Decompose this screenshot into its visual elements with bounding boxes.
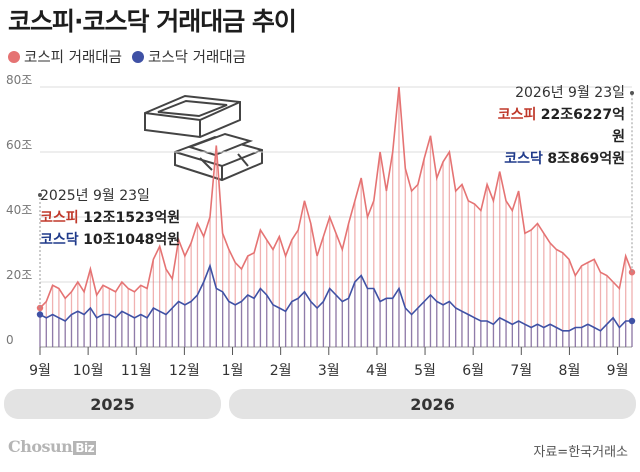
annotation-end-date: 2026년 9월 23일: [515, 85, 625, 101]
annotation-start-date: 2025년 9월 23일: [40, 188, 150, 204]
logo-suffix: Biz: [73, 441, 97, 455]
kosdaq-line: [39, 263, 632, 332]
annotation-end-kosdaq-label: 코스닥: [504, 151, 543, 167]
annotation-end-kospi-value: 22조6227억원: [540, 107, 625, 145]
source-note: 자료=한국거래소: [533, 445, 628, 460]
annotation-start: 2025년 9월 23일 코스피 12조1523억원 코스닥 10조1048억원: [40, 185, 180, 251]
y-tick-label-3: 60조: [6, 138, 32, 152]
legend-dot-kospi: [8, 50, 20, 63]
y-tick-label-2: 40조: [6, 203, 32, 217]
x-tick-label-3: 12월: [169, 363, 200, 379]
x-tick-label-2: 11월: [121, 363, 152, 379]
annotation-start-kosdaq-label: 코스닥: [40, 232, 79, 248]
legend-dot-kosdaq: [132, 50, 144, 63]
x-tick-label-11: 8월: [559, 363, 581, 379]
annotation-start-kospi-label: 코스피: [40, 210, 79, 226]
year-band-2025: 2025: [4, 389, 221, 419]
x-tick-label-12: 9월: [607, 363, 629, 379]
y-tick-label-0: 0: [6, 333, 14, 347]
legend-label-kospi: 코스피 거래대금: [24, 50, 122, 66]
year-band-2026: 2026: [229, 389, 636, 419]
x-tick-label-0: 9월: [29, 363, 51, 379]
legend-item-kosdaq: 코스닥 거래대금: [132, 46, 246, 67]
x-tick-label-7: 4월: [366, 363, 388, 379]
x-axis: 9월 10월 11월 12월 1월 2월 3월 4월 5월 6월 7월 8월 9월: [29, 347, 628, 379]
x-tick-label-5: 2월: [270, 363, 292, 379]
x-tick-label-4: 1월: [222, 363, 244, 379]
x-tick-label-6: 3월: [318, 363, 340, 379]
annotation-start-kospi-value: 12조1523억원: [83, 210, 181, 226]
chart-title: 코스피·코스닥 거래대금 추이: [8, 7, 297, 36]
logo-name: Chosun: [8, 437, 73, 456]
x-tick-label-8: 5월: [414, 363, 436, 379]
stock-building-illustration: [144, 94, 263, 182]
annotation-end: 2026년 9월 23일 코스피 22조6227억원 코스닥 8조869억원: [491, 82, 625, 170]
y-tick-label-1: 20조: [6, 268, 32, 282]
x-tick-label-1: 10월: [73, 363, 104, 379]
annotation-end-kospi-label: 코스피: [497, 107, 537, 123]
x-tick-label-10: 7월: [510, 363, 532, 379]
y-tick-label-4: 80조: [6, 73, 32, 87]
legend: 코스피 거래대금 코스닥 거래대금: [8, 46, 256, 67]
annotation-end-kosdaq-value: 8조869억원: [547, 151, 625, 167]
kosdaq-series: [39, 263, 633, 347]
chosunbiz-logo: Chosun Biz: [8, 437, 97, 456]
endpoint-markers: [36, 91, 636, 325]
kospi-line: [39, 86, 633, 309]
x-tick-label-9: 6월: [462, 363, 484, 379]
endpoint-marker-3: [628, 317, 636, 325]
end-leader-dot: [630, 91, 634, 95]
y-axis: 0 20조 40조 60조 80조: [6, 73, 32, 347]
legend-item-kospi: 코스피 거래대금: [8, 46, 122, 67]
annotation-start-kosdaq-value: 10조1048억원: [83, 232, 181, 248]
legend-label-kosdaq: 코스닥 거래대금: [148, 50, 246, 66]
endpoint-marker-2: [36, 311, 44, 318]
start-leader-dot: [38, 193, 42, 197]
